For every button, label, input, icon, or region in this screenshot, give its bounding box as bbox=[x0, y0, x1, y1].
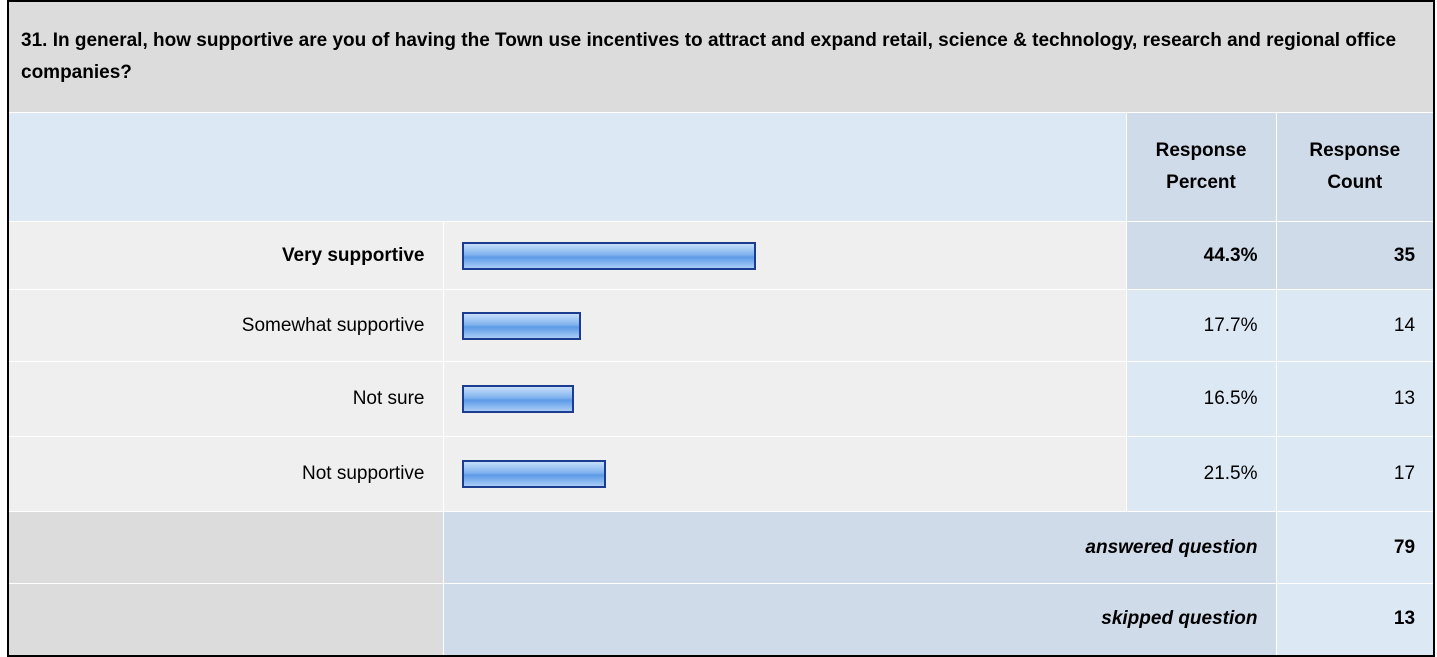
column-header: Response Count bbox=[1275, 112, 1435, 222]
summary-label: answered question bbox=[442, 511, 1277, 584]
percent: 16.5% bbox=[1125, 361, 1277, 437]
summary-row: skipped question 13 bbox=[7, 583, 1435, 656]
count: 14 bbox=[1275, 289, 1435, 362]
row: Somewhat supportive 17.7% 14 bbox=[7, 289, 1435, 362]
rows: Very supportive 44.3% 35 Somewhat supportiv… bbox=[7, 221, 1435, 656]
bar-cell bbox=[442, 221, 1127, 290]
count: 13 bbox=[1275, 361, 1435, 437]
row: Not sure 16.5% 13 bbox=[7, 361, 1435, 437]
row-label: Not sure bbox=[7, 361, 444, 437]
summary-label: skipped question bbox=[442, 583, 1277, 656]
summary-count: 79 bbox=[1275, 511, 1435, 584]
percent: 44.3% bbox=[1125, 221, 1277, 290]
bar bbox=[461, 241, 756, 270]
count: 17 bbox=[1275, 436, 1435, 512]
bar bbox=[461, 385, 574, 413]
summary-row: answered question 79 bbox=[7, 511, 1435, 584]
bar-cell bbox=[442, 436, 1127, 512]
bar-cell bbox=[442, 289, 1127, 362]
row-label: Not supportive bbox=[7, 436, 444, 512]
survey-table: 31. In general, how supportive are you o… bbox=[7, 0, 1436, 657]
column-header: Response Percent bbox=[1125, 112, 1277, 222]
question: 31. In general, how supportive are you o… bbox=[7, 0, 1435, 113]
percent: 21.5% bbox=[1125, 436, 1277, 512]
percent: 17.7% bbox=[1125, 289, 1277, 362]
bar-cell bbox=[442, 361, 1127, 437]
bar bbox=[461, 460, 607, 488]
summary-blank bbox=[7, 583, 444, 656]
row-label: Very supportive bbox=[7, 221, 444, 290]
count: 35 bbox=[1275, 221, 1435, 290]
bar bbox=[461, 311, 582, 340]
row: Not supportive 21.5% 17 bbox=[7, 436, 1435, 512]
row: Very supportive 44.3% 35 bbox=[7, 221, 1435, 290]
row-label: Somewhat supportive bbox=[7, 289, 444, 362]
summary-count: 13 bbox=[1275, 583, 1435, 656]
header-blank bbox=[7, 112, 1127, 222]
summary-blank bbox=[7, 511, 444, 584]
